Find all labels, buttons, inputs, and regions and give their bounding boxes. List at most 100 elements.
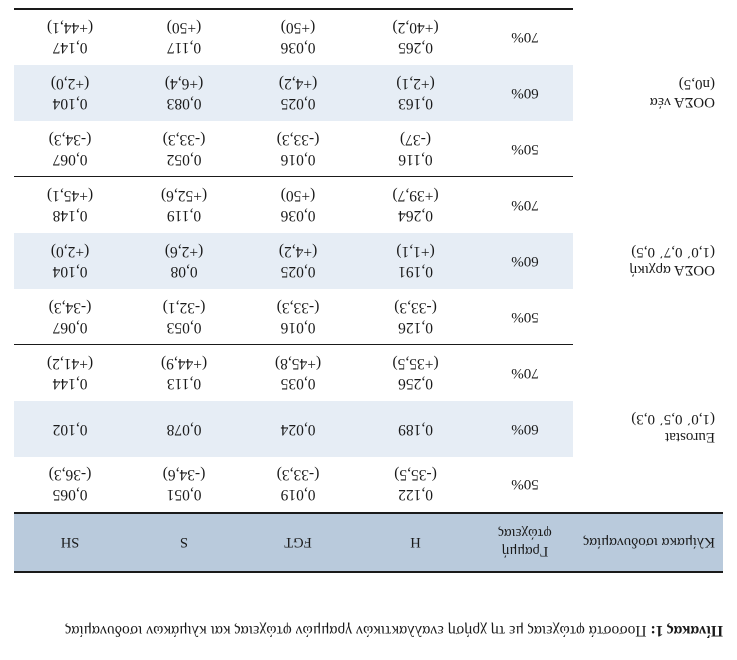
- poverty-line-cell: 60%: [477, 401, 573, 457]
- percent-change: (+52,6): [160, 187, 208, 205]
- scale-cell: ΟΟΣΑ νέα (n0,5): [573, 9, 723, 177]
- index-value: 0,078: [166, 421, 202, 438]
- value-cell-s: 0,113 (+44,9): [126, 345, 242, 401]
- index-value: 0,256: [398, 375, 433, 393]
- value-cell-s: 0,119 (+52,6): [126, 177, 242, 233]
- value-cell-s: 0,051 (-34,6): [126, 457, 242, 513]
- index-value: 0,113: [166, 375, 202, 393]
- poverty-line-cell: 70%: [477, 177, 573, 233]
- percent-change: (+4,2): [278, 243, 318, 260]
- value-cell-s: 0,053 (-32,1): [126, 289, 242, 345]
- value-cell-h: 0,256 (+35,5): [354, 345, 477, 401]
- scale-params: (1,0΄ 0,7΄ 0,5): [631, 244, 715, 260]
- value-cell-sh: 0,148 (+45,1): [14, 177, 126, 233]
- value-cell-s: 0,052 (-33,3): [126, 121, 242, 177]
- table-body: Eurostat (1,0΄ 0,5΄ 0,3) 50% 0,122 (-35,5) 0,…: [14, 9, 723, 513]
- table-row: Eurostat (1,0΄ 0,5΄ 0,3) 50% 0,122 (-35,5) 0,…: [14, 412, 723, 513]
- caption-label: Πίνακας 1:: [650, 622, 723, 639]
- value-cell-h: 0,265 (+40,2): [354, 9, 477, 65]
- value-cell-s: 0,083 (+6,4): [126, 65, 242, 121]
- percent-change: (+44,1): [46, 19, 94, 37]
- value-cell-s: 0,117 (+50): [126, 9, 242, 65]
- header-h: H: [354, 513, 477, 572]
- poverty-line-cell: 50%: [511, 308, 539, 325]
- percent-change: (+41,2): [46, 355, 94, 373]
- scale-params: (n0,5): [678, 76, 715, 92]
- value-cell-h: 0,264 (+39,7): [354, 177, 477, 233]
- index-value: 0,191: [398, 263, 433, 280]
- percent-change: (+2,0): [50, 75, 90, 92]
- scale-name: ΟΟΣΑ αρχική: [629, 262, 715, 278]
- index-value: 0,104: [52, 95, 88, 112]
- value-cell-h: 0,116 (-37): [354, 121, 477, 177]
- percent-change: (-36,3): [48, 466, 92, 484]
- poverty-table: Κλίμακα ισοδυναμίας Γραμμή φτώχειας H FG…: [14, 8, 723, 573]
- value-cell-sh: 0,144 (+41,2): [14, 345, 126, 401]
- header-s: S: [126, 513, 242, 572]
- value-cell-sh: 0,104 (+2,0): [14, 65, 126, 121]
- percent-change: (-34,3): [48, 130, 92, 148]
- value-cell-sh: 0,104 (+2,0): [14, 233, 126, 289]
- index-value: 0,053: [166, 318, 202, 336]
- poverty-line-cell: 50%: [511, 476, 539, 493]
- value-cell-sh: 0,147 (+44,1): [14, 9, 126, 65]
- value-cell-fgt: 0,016 (-33,3): [242, 289, 354, 345]
- percent-change: (+4,2): [278, 75, 318, 92]
- percent-change: (-33,3): [162, 130, 206, 148]
- percent-change: (+45,1): [46, 187, 94, 205]
- index-value: 0,036: [280, 39, 316, 57]
- percent-change: (+50): [280, 187, 316, 205]
- percent-change: (-33,3): [394, 298, 437, 316]
- poverty-line-cell: 60%: [477, 65, 573, 121]
- percent-change: (+44,9): [160, 355, 208, 373]
- index-value: 0,148: [52, 207, 88, 225]
- percent-change: (+2,1): [396, 75, 435, 92]
- value-cell-sh: 0,065 (-36,3): [14, 457, 126, 513]
- percent-change: (-33,3): [276, 466, 320, 484]
- percent-change: (-34,3): [48, 298, 92, 316]
- index-value: 0,163: [398, 95, 433, 112]
- table-row: ΟΟΣΑ αρχική (1,0΄ 0,7΄ 0,5) 50% 0,126 (-33,3…: [14, 244, 723, 345]
- percent-change: (+39,7): [392, 187, 439, 205]
- scale-cell: Eurostat (1,0΄ 0,5΄ 0,3): [573, 345, 723, 513]
- value-cell-fgt: 0,024: [242, 401, 354, 457]
- poverty-line-cell: 50%: [511, 140, 539, 157]
- index-value: 0,067: [52, 318, 88, 336]
- poverty-line-cell: 70%: [477, 345, 573, 401]
- value-cell-sh: 0,067 (-34,3): [14, 289, 126, 345]
- percent-change: (+50): [280, 19, 316, 37]
- index-value: 0,083: [166, 95, 202, 112]
- percent-change: (-33,3): [276, 130, 320, 148]
- index-value: 0,052: [166, 150, 202, 168]
- index-value: 0,065: [52, 486, 88, 504]
- header-scale: Κλίμακα ισοδυναμίας: [573, 513, 723, 572]
- index-value: 0,119: [166, 207, 202, 225]
- value-cell-h: 0,163 (+2,1): [354, 65, 477, 121]
- index-value: 0,117: [166, 39, 202, 57]
- value-cell-s: 0,08 (+2,6): [126, 233, 242, 289]
- header-line: Γραμμή φτώχειας: [477, 513, 573, 572]
- index-value: 0,08: [170, 263, 198, 280]
- index-value: 0,036: [280, 207, 316, 225]
- scale-cell: ΟΟΣΑ αρχική (1,0΄ 0,7΄ 0,5): [573, 177, 723, 345]
- value-cell-sh: 0,067 (-34,3): [14, 121, 126, 177]
- index-value: 0,016: [280, 318, 316, 336]
- percent-change: (+6,4): [164, 75, 204, 92]
- percent-change: (+35,5): [392, 355, 439, 373]
- index-value: 0,104: [52, 263, 88, 280]
- index-value: 0,116: [398, 150, 433, 168]
- header-fgt: FGT: [242, 513, 354, 572]
- index-value: 0,024: [280, 421, 316, 438]
- scale-name: ΟΟΣΑ νέα: [649, 94, 715, 110]
- percent-change: (+2,0): [50, 243, 90, 260]
- caption-text: Ποσοστά φτώχειας με τη χρήση εναλλακτικώ…: [65, 622, 647, 639]
- poverty-line-cell: 60%: [477, 233, 573, 289]
- table-caption: Πίνακας 1: Ποσοστά φτώχειας με τη χρήση …: [11, 618, 723, 642]
- scale-name: Eurostat: [665, 429, 715, 446]
- index-value: 0,189: [398, 421, 433, 438]
- value-cell-fgt: 0,016 (-33,3): [242, 121, 354, 177]
- percent-change: (+1,1): [396, 243, 435, 260]
- index-value: 0,122: [398, 486, 433, 504]
- index-value: 0,144: [52, 375, 88, 393]
